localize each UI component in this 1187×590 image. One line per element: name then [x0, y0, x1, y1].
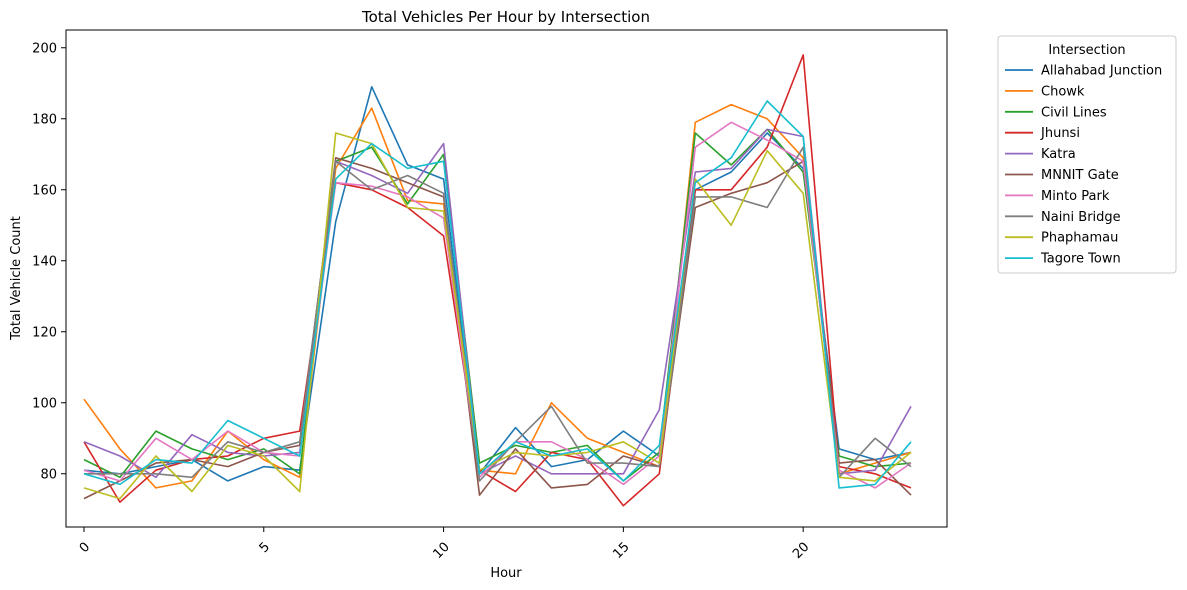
x-tick-label-4: 20: [790, 540, 812, 562]
x-tick-label-2: 10: [431, 540, 453, 562]
legend: Intersection Allahabad Junction Chowk Civi…: [997, 35, 1177, 274]
legend-label-4: Katra: [1041, 147, 1076, 162]
y-axis-title: Total Vehicle Count: [9, 216, 24, 341]
legend-label-7: Naini Bridge: [1041, 210, 1121, 225]
legend-label-2: Civil Lines: [1041, 105, 1107, 120]
legend-label-9: Tagore Town: [1040, 252, 1121, 267]
y-tick-label-4: 160: [32, 183, 57, 198]
series-line-1: [83, 103, 912, 489]
series-line-8: [83, 132, 912, 500]
y-tick-label-0: 80: [40, 467, 57, 482]
legend-title: Intersection: [1048, 43, 1125, 58]
y-tick-label-6: 200: [32, 41, 57, 56]
y-axis: 80 100 120 140 160 180 200: [32, 41, 66, 482]
series-line-6: [83, 121, 912, 489]
legend-label-0: Allahabad Junction: [1041, 64, 1162, 79]
series-line-7: [84, 146, 912, 482]
legend-label-3: Jhunsi: [1040, 126, 1080, 141]
y-tick-label-3: 140: [32, 254, 57, 269]
plot-area: [83, 54, 912, 507]
series-line-5: [83, 157, 912, 500]
plot-frame: [65, 29, 948, 528]
legend-label-6: Minto Park: [1041, 189, 1110, 204]
x-axis: 0 5 10 15 20: [77, 527, 812, 562]
chart-title: Total Vehicles Per Hour by Intersection: [361, 8, 650, 26]
series-line-4: [83, 128, 912, 479]
legend-label-1: Chowk: [1041, 84, 1085, 99]
legend-frame: [997, 35, 1177, 274]
x-tick-label-3: 15: [610, 540, 632, 562]
x-tick-label-1: 5: [257, 540, 273, 556]
x-axis-title: Hour: [490, 566, 522, 581]
y-tick-label-5: 180: [32, 112, 57, 127]
legend-label-5: MNNIT Gate: [1041, 168, 1119, 183]
legend-label-8: Phaphamau: [1041, 231, 1118, 246]
x-tick-label-0: 0: [77, 540, 93, 556]
series-line-2: [83, 128, 912, 482]
series-line-9: [83, 100, 912, 489]
y-tick-label-2: 120: [32, 325, 57, 340]
series-line-0: [83, 86, 912, 482]
series-line-3: [83, 54, 912, 507]
y-tick-label-1: 100: [32, 396, 57, 411]
